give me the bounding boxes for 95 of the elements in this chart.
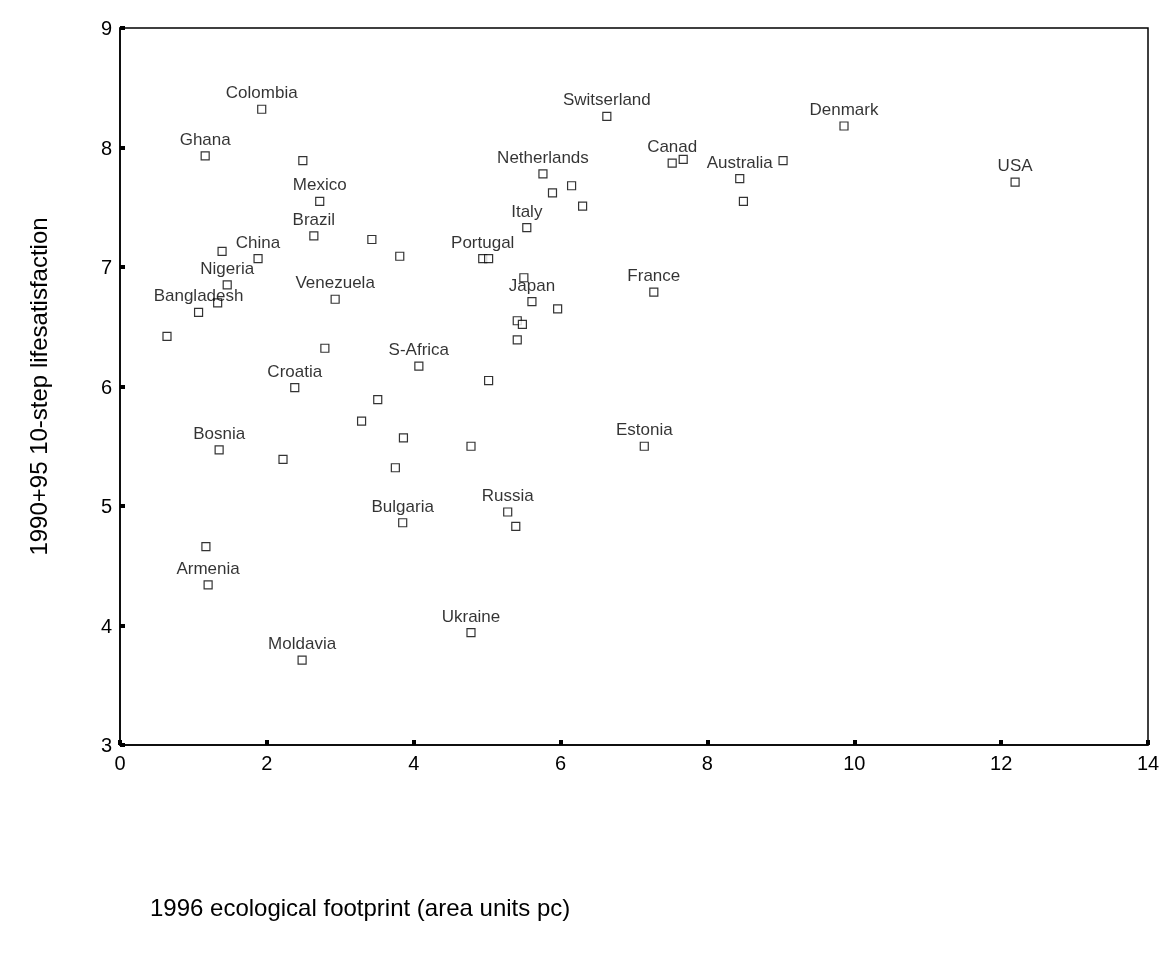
point [356,416,367,426]
point [315,196,325,206]
annotation: Canad [647,137,698,157]
x-tick-label: 4 [408,752,420,774]
point [309,231,319,241]
point [414,361,424,371]
annotation: Portugal [451,232,515,252]
point [522,222,532,233]
x-tick-label: 12 [990,752,1013,774]
y-tick-label: 9 [100,17,112,39]
y-tick-label: 7 [100,256,112,278]
y-tick-label: 3 [100,734,112,756]
y-tick-label: 5 [100,495,112,517]
x-tick-label: 10 [843,752,866,774]
y-axis-title: 1990+95 10-step lifesatisfaction [24,217,52,556]
point [553,304,563,314]
point [466,628,476,638]
point [512,335,522,345]
point [330,294,340,304]
y-tick-label: 6 [100,375,112,398]
x-tick-label: 2 [261,752,273,774]
x-axis-title: 1996 ecological footprint (area units pc) [150,893,571,921]
point [297,655,307,665]
annotation: Switserland [562,90,651,110]
x-tick-label: 0 [114,752,126,774]
point [395,251,405,261]
point [678,154,688,165]
point [566,181,577,191]
annotation: Brazil [292,209,336,229]
point [538,169,548,179]
point [602,111,612,122]
point [578,201,588,211]
annotation: Netherlands [497,147,589,167]
annotation: Nigeria [200,258,255,278]
annotation: Japan [508,275,556,295]
point [639,441,649,451]
y-tick-label: 4 [100,614,112,637]
point [253,254,263,264]
point [257,104,267,114]
point [222,280,232,290]
point [214,445,224,455]
point [398,518,408,528]
point [667,158,677,168]
point [398,433,409,443]
point [484,375,494,386]
annotation: Bosnia [193,423,246,443]
point [162,331,172,341]
point [373,395,383,405]
annotation: Australia [706,152,774,172]
annotation: Armenia [176,558,241,578]
point [503,507,513,517]
annotation: Moldavia [268,634,337,654]
annotation: S-Africa [388,340,450,360]
annotation: Bulgaria [371,496,435,516]
annotation: Russia [481,485,535,505]
annotation: Venezuela [295,273,376,293]
point [298,156,308,166]
point [201,542,211,552]
point [193,307,204,318]
point [203,580,213,590]
point [511,521,521,531]
annotation: Ghana [179,129,232,149]
annotation: Denmark [809,99,879,119]
point [547,188,558,198]
point [484,254,494,264]
annotation: Ukraine [441,606,501,626]
point [735,173,745,184]
point [278,454,288,464]
x-tick-label: 6 [555,752,567,774]
point [390,463,400,473]
annotation: Mexico [292,175,347,195]
annotation: Bangladesh [153,286,244,306]
point [200,151,210,161]
x-tick-label: 14 [1136,752,1160,774]
point [466,441,476,451]
point [517,319,527,329]
point [649,287,659,297]
y-tick-label: 8 [100,136,112,159]
annotation: Colombia [225,83,299,103]
point [738,196,749,206]
point [1010,177,1020,187]
point [527,297,537,307]
point [367,234,377,245]
annotation: Estonia [615,420,674,440]
annotation: USA [997,156,1034,176]
point [217,246,227,257]
annotation: France [627,266,681,286]
x-tick-label: 8 [701,752,713,774]
point [839,121,849,131]
annotation: Italy [511,201,543,221]
point [320,343,330,353]
annotation: China [235,232,281,252]
annotation: Croatia [267,361,323,381]
point [778,156,788,166]
point [290,383,300,393]
